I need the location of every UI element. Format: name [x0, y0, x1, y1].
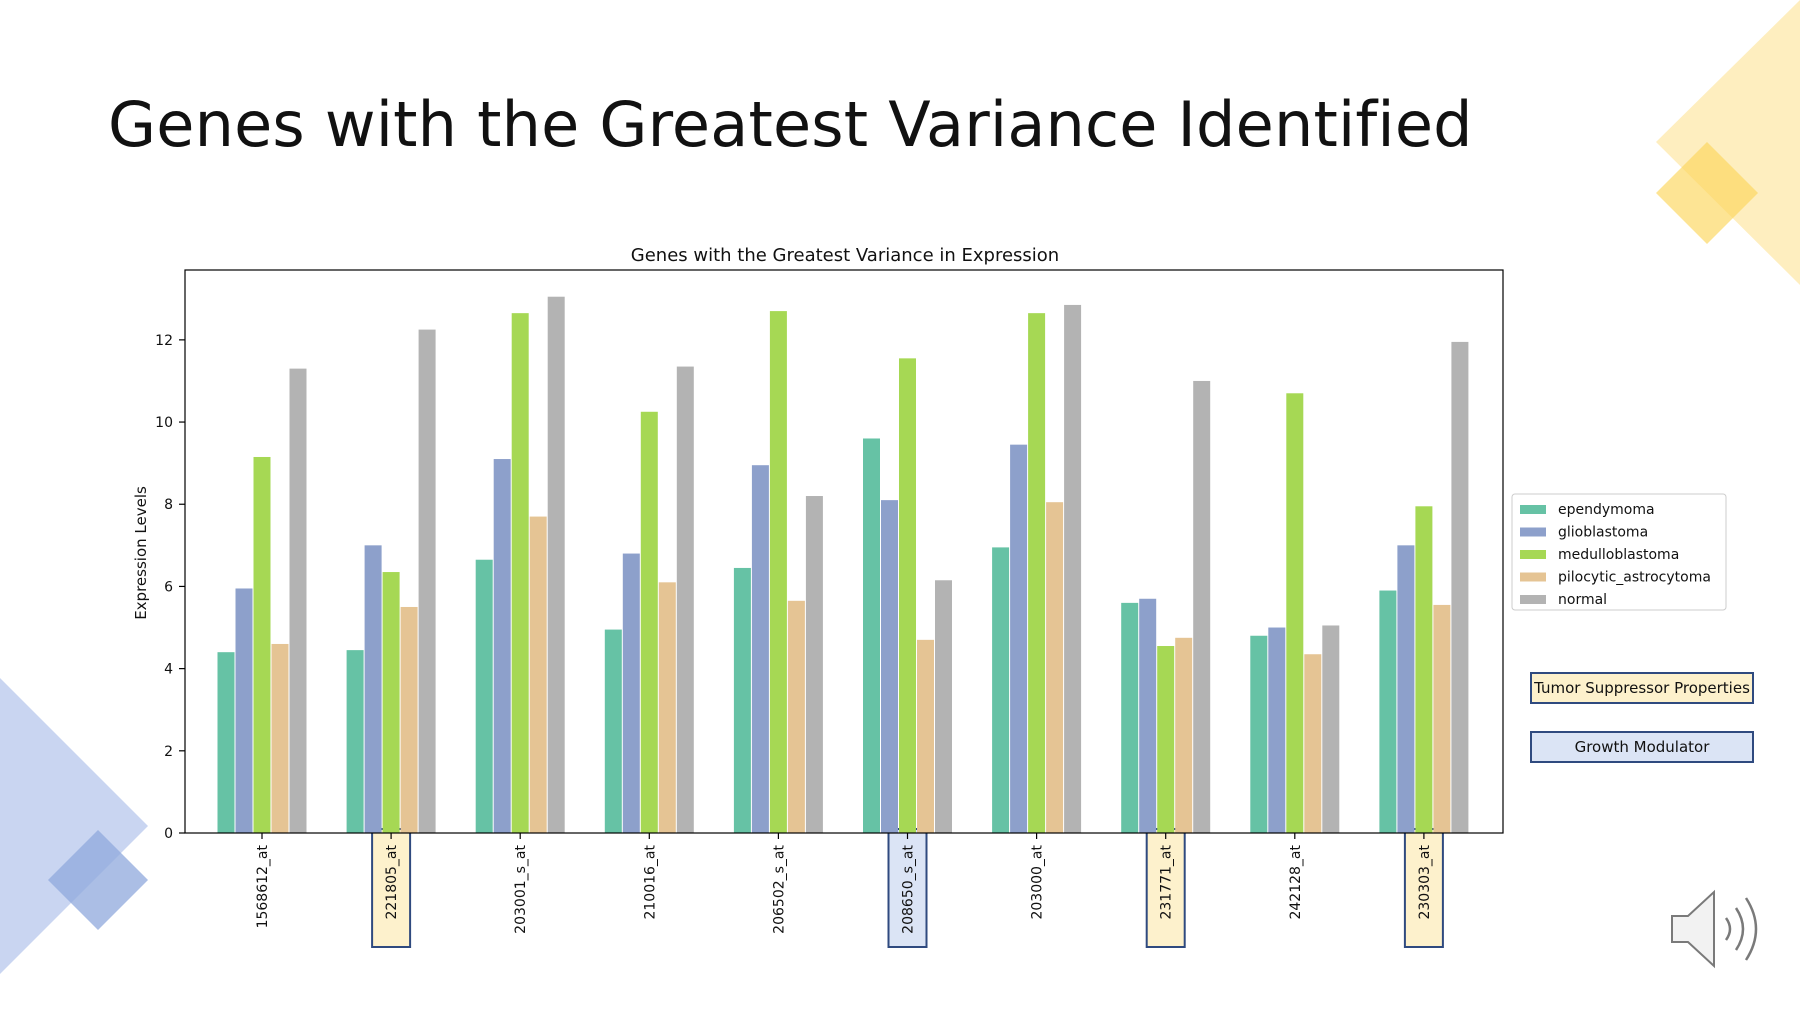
chart-title: Genes with the Greatest Variance in Expr…	[631, 245, 1059, 266]
bar	[1397, 545, 1415, 833]
x-tick-label: 203000_at	[1030, 844, 1046, 919]
highlight-layer	[371, 828, 1444, 948]
bar	[805, 496, 823, 833]
bar	[400, 606, 418, 833]
bar	[935, 580, 952, 833]
y-tick-label: 6	[164, 579, 173, 595]
x-tick-label: 231771_at	[1159, 844, 1175, 919]
plot-frame	[184, 269, 1504, 834]
bar	[658, 582, 676, 833]
bar	[1415, 506, 1433, 833]
bar	[1157, 646, 1175, 833]
bar	[787, 600, 805, 833]
y-tick-label: 10	[155, 415, 173, 431]
bar	[1451, 341, 1469, 833]
bar	[1268, 627, 1286, 833]
bar	[382, 572, 400, 833]
label-highlight-box	[371, 828, 412, 948]
y-tick-label: 8	[164, 497, 173, 513]
bar	[604, 629, 622, 833]
deco-yellow-small	[1656, 142, 1758, 244]
x-tick-label: 208650_s_at	[901, 844, 917, 933]
bar	[1175, 637, 1193, 833]
callout-tumor-suppressor: Tumor Suppressor Properties	[1530, 672, 1754, 704]
bar	[751, 465, 769, 833]
legend-label: medulloblastoma	[1558, 547, 1679, 563]
legend-swatch	[1520, 505, 1546, 514]
bar	[1322, 625, 1340, 833]
bar	[881, 500, 898, 833]
bar	[899, 358, 916, 833]
y-tick-label: 2	[164, 744, 173, 760]
speaker-icon[interactable]	[1664, 886, 1772, 972]
x-axis: 1568612_at 221805_at 203001_s_at 210016_at 2…	[255, 833, 1433, 934]
x-tick-label: 210016_at	[642, 844, 658, 919]
y-axis: 0 2 4 6 8 10 12	[155, 333, 185, 842]
bar	[1193, 380, 1211, 833]
bar	[1028, 313, 1046, 833]
bar	[1250, 635, 1268, 833]
x-tick-label: 230303_at	[1417, 844, 1433, 919]
x-tick-label: 242128_at	[1288, 844, 1304, 919]
bar	[1139, 598, 1157, 833]
y-tick-label: 0	[164, 826, 173, 842]
x-tick-label: 1568612_at	[255, 844, 271, 928]
legend-swatch	[1520, 572, 1546, 582]
bar	[733, 567, 751, 833]
bar	[917, 639, 934, 833]
legend-frame	[1511, 493, 1727, 611]
bars-layer	[217, 296, 1469, 834]
x-tick-label: 203001_s_at	[513, 844, 529, 933]
legend-swatch	[1520, 595, 1546, 604]
label-highlight-box	[1403, 828, 1444, 948]
legend-label: ependymoma	[1558, 502, 1655, 518]
x-tick-label: 206502_s_at	[771, 844, 787, 933]
deco-yellow-large	[1656, 0, 1800, 285]
x-tick-label: 221805_at	[384, 844, 400, 919]
legend: ependymoma glioblastoma medulloblastoma pil…	[1511, 493, 1727, 611]
deco-blue-small	[48, 830, 148, 930]
bar	[1121, 602, 1139, 833]
bar	[235, 588, 253, 833]
bar	[217, 652, 235, 833]
bar	[1046, 502, 1064, 833]
slide-title: Genes with the Greatest Variance Identif…	[108, 88, 1473, 161]
bar	[769, 311, 787, 834]
bar	[1286, 393, 1304, 833]
bar	[364, 545, 382, 833]
legend-label: glioblastoma	[1558, 525, 1648, 541]
legend-swatch	[1520, 550, 1546, 559]
bar	[992, 547, 1010, 833]
bar	[289, 368, 307, 833]
bar	[418, 329, 436, 833]
bar	[346, 650, 364, 833]
y-tick-label: 12	[155, 333, 173, 349]
bar	[863, 438, 880, 833]
bar	[640, 411, 658, 833]
bar	[1433, 604, 1451, 833]
legend-swatch	[1520, 527, 1546, 537]
label-highlight-box	[1145, 828, 1186, 948]
bar	[1379, 590, 1397, 833]
bar	[1304, 654, 1322, 833]
bar	[529, 516, 547, 833]
y-axis-label: Expression Levels	[132, 486, 150, 620]
bar	[475, 559, 493, 833]
bar	[547, 296, 565, 833]
callout-growth-modulator: Growth Modulator	[1530, 731, 1754, 763]
deco-blue-large	[0, 678, 148, 974]
bar	[1064, 304, 1082, 833]
legend-label: pilocytic_astrocytoma	[1558, 570, 1711, 586]
bar	[271, 643, 289, 833]
legend-label: normal	[1558, 592, 1607, 608]
bar	[1010, 444, 1028, 833]
bar	[511, 313, 529, 833]
bar	[622, 553, 640, 833]
y-tick-label: 4	[164, 662, 173, 678]
bar	[253, 456, 271, 833]
bar	[493, 459, 511, 833]
bar	[676, 366, 694, 833]
